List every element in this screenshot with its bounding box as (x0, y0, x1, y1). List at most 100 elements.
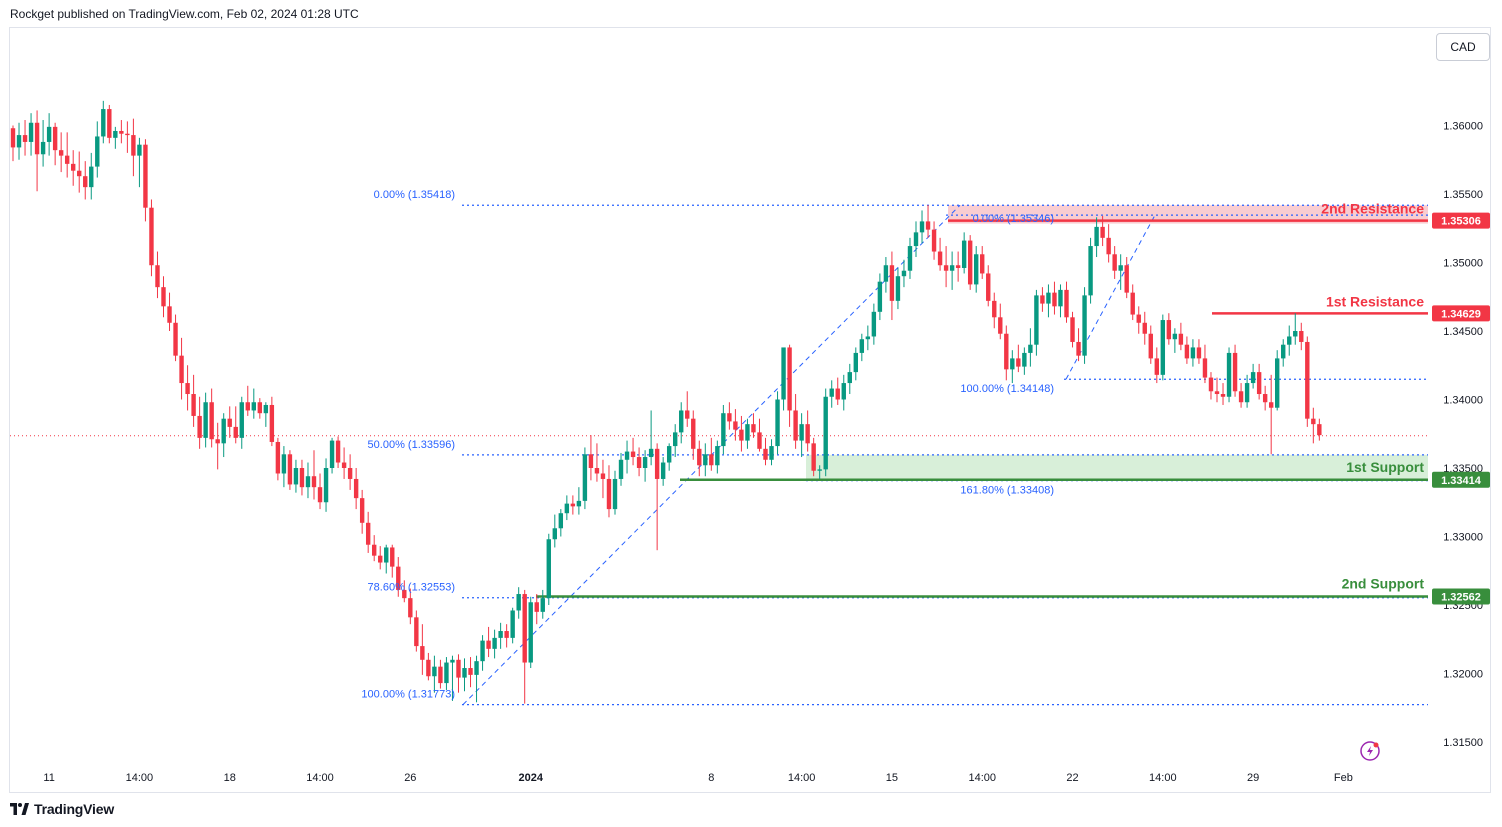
candle-body (630, 451, 636, 458)
x-tick-label: 2024 (518, 772, 543, 784)
candle-body (1070, 317, 1075, 342)
fib-label: 50.00% (1.33596) (368, 439, 455, 451)
currency-button[interactable]: CAD (1436, 33, 1490, 61)
candle-body (58, 150, 64, 156)
candle-body (167, 306, 172, 323)
candle-body (1232, 352, 1238, 392)
candle-body (1172, 333, 1178, 340)
candle-body (925, 221, 931, 230)
candle-body (618, 459, 624, 479)
candle-body (239, 402, 244, 438)
candle-body (1136, 314, 1141, 323)
candle-body (1010, 358, 1015, 370)
level-label: 2nd Resistance (1321, 201, 1424, 217)
candle-body (281, 454, 287, 474)
price-tag-label: 1.34629 (1441, 308, 1481, 320)
candle-body (347, 468, 353, 479)
candle-body (727, 413, 732, 422)
candle-body (654, 448, 660, 479)
candle-body (715, 446, 720, 466)
x-tick-label: 14:00 (306, 772, 334, 784)
candle-body (233, 426, 238, 438)
candle-body (335, 440, 341, 463)
resistance-zone (948, 205, 1428, 224)
candle-body (697, 448, 702, 466)
candle-body (540, 598, 545, 612)
price-tag (1432, 212, 1490, 229)
price-tag (1432, 471, 1490, 488)
x-tick-label: 14:00 (1149, 772, 1177, 784)
candle-body (46, 126, 52, 142)
candle-body (1124, 265, 1129, 293)
candle-body (835, 388, 840, 400)
candle-body (227, 418, 232, 427)
candle-body (636, 457, 642, 468)
candle-body (1244, 383, 1250, 403)
candle-body (1226, 352, 1232, 397)
candle-body (534, 602, 539, 612)
candle-body (992, 300, 997, 318)
candle-body (113, 130, 118, 138)
candle-body (1256, 372, 1262, 395)
candle-body (1293, 331, 1298, 337)
y-tick-label: 1.36000 (1443, 121, 1483, 133)
x-tick-label: 22 (1066, 772, 1078, 784)
tradingview-logo[interactable]: TradingView (10, 801, 114, 817)
level-label: 1st Resistance (1326, 293, 1424, 309)
candle-body (1299, 331, 1304, 342)
candle-body (775, 399, 780, 447)
candle-body (913, 232, 919, 247)
y-tick-label: 1.33000 (1443, 532, 1483, 544)
price-tag-label: 1.35306 (1441, 216, 1481, 228)
y-tick-label: 1.35000 (1443, 258, 1483, 270)
candle-body (1268, 402, 1274, 408)
candle-body (673, 432, 678, 447)
candle-body (757, 432, 762, 449)
x-tick-label: 8 (708, 772, 714, 784)
candle-body (907, 246, 913, 271)
candle-body (71, 163, 76, 171)
candle-body (1202, 358, 1208, 378)
candle-body (52, 126, 58, 151)
candle-body (660, 462, 666, 479)
candle-body (980, 254, 985, 274)
candle-body (600, 473, 606, 479)
candle-body (793, 410, 798, 441)
candle-body (504, 631, 509, 638)
candle-body (131, 135, 136, 156)
candle-body (16, 135, 22, 148)
candle-body (245, 402, 250, 411)
support-zone (806, 454, 1428, 480)
candle-body (998, 317, 1003, 334)
candle-body (955, 265, 961, 268)
candle-body (456, 659, 461, 678)
candle-body (143, 144, 148, 208)
candle-body (967, 240, 973, 285)
candle-body (1154, 358, 1159, 375)
candle-body (624, 451, 630, 460)
candle-body (552, 528, 557, 540)
tradingview-logo-text: TradingView (34, 801, 115, 817)
candle-body (372, 544, 377, 556)
candle-body (107, 109, 112, 138)
candle-body (642, 457, 648, 468)
candle-body (516, 594, 521, 611)
candle-body (974, 254, 979, 285)
candle-body (1196, 347, 1202, 359)
fib-label: 100.00% (1.34148) (960, 383, 1054, 395)
candle-body (329, 440, 335, 468)
candle-body (1076, 341, 1081, 356)
price-tag-label: 1.32562 (1441, 592, 1481, 604)
candle-body (883, 265, 889, 282)
candle-body (191, 394, 196, 416)
candle-body (1022, 352, 1027, 367)
candle-body (919, 221, 925, 233)
lightning-icon-dot (1373, 742, 1379, 748)
candle-body (1034, 295, 1039, 345)
candle-body (173, 322, 178, 356)
candle-body (161, 287, 166, 307)
fib-label: 0.00% (1.35418) (374, 189, 455, 201)
x-tick-label: 14:00 (126, 772, 154, 784)
candle-body (305, 476, 311, 488)
